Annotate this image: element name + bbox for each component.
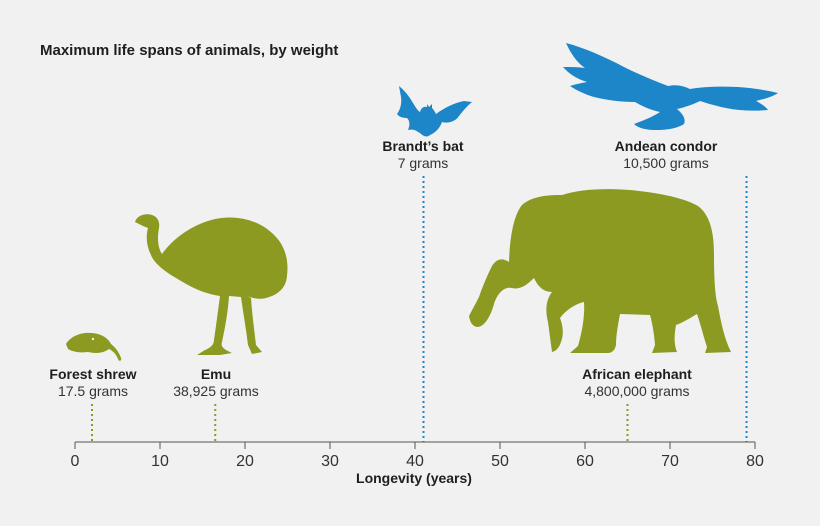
guide-lines xyxy=(91,176,748,442)
shrew-silhouette-icon xyxy=(66,332,122,361)
point-weight: 38,925 grams xyxy=(173,383,259,399)
x-tick-label: 10 xyxy=(151,453,169,470)
point-name: Andean condor xyxy=(615,138,718,154)
x-axis-ticks: 0 10 20 30 40 50 60 70 80 xyxy=(71,442,764,470)
x-tick-label: 40 xyxy=(406,453,424,470)
x-tick-label: 80 xyxy=(746,453,764,470)
label-emu: Emu 38,925 grams xyxy=(173,366,259,399)
chart-title: Maximum life spans of animals, by weight xyxy=(40,42,338,59)
x-tick-label: 20 xyxy=(236,453,254,470)
x-tick-label: 30 xyxy=(321,453,339,470)
point-name: African elephant xyxy=(582,366,692,382)
x-tick-label: 50 xyxy=(491,453,509,470)
point-name: Emu xyxy=(201,366,231,382)
label-forest-shrew: Forest shrew 17.5 grams xyxy=(49,366,136,399)
x-tick-label: 0 xyxy=(71,453,80,470)
point-weight: 7 grams xyxy=(398,155,449,171)
x-axis-title: Longevity (years) xyxy=(356,470,472,486)
point-weight: 4,800,000 grams xyxy=(584,383,689,399)
label-brandts-bat: Brandt’s bat 7 grams xyxy=(382,138,463,171)
bat-silhouette-icon xyxy=(397,86,472,137)
point-weight: 17.5 grams xyxy=(58,383,128,399)
emu-silhouette-icon xyxy=(135,214,288,355)
x-tick-label: 60 xyxy=(576,453,594,470)
point-name: Brandt’s bat xyxy=(382,138,463,154)
x-tick-label: 70 xyxy=(661,453,679,470)
label-andean-condor: Andean condor 10,500 grams xyxy=(615,138,718,171)
condor-silhouette-icon xyxy=(563,43,778,130)
point-name: Forest shrew xyxy=(49,366,136,382)
point-weight: 10,500 grams xyxy=(623,155,709,171)
label-african-elephant: African elephant 4,800,000 grams xyxy=(582,366,692,399)
elephant-silhouette-icon xyxy=(469,189,731,353)
